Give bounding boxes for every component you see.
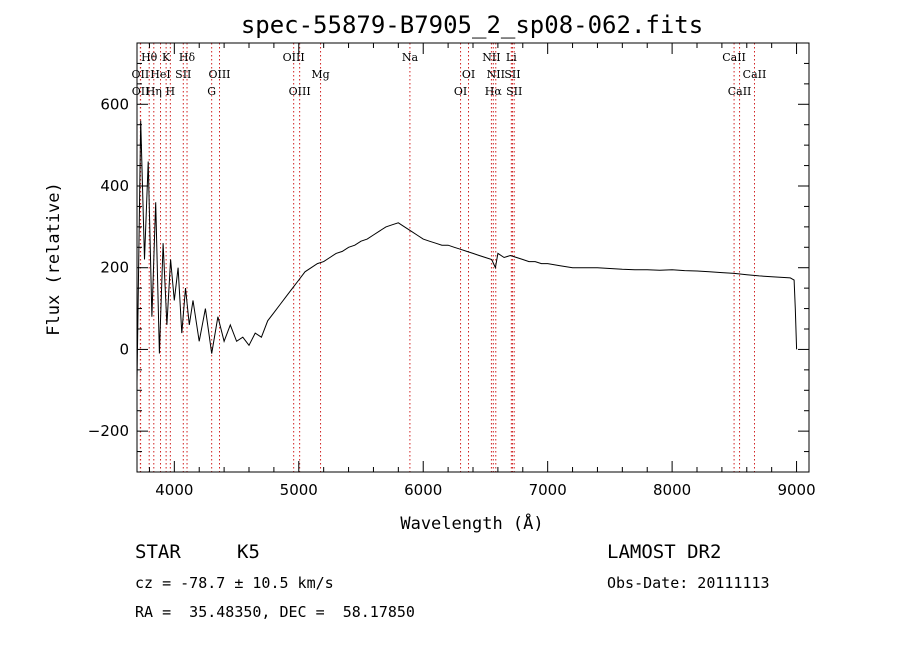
emission-line-label: Na <box>402 51 419 64</box>
emission-line-label: SII <box>506 85 522 98</box>
emission-line-label: Mg <box>311 68 329 81</box>
survey-name: LAMOST DR2 <box>607 541 722 563</box>
emission-line-label: G <box>207 85 216 98</box>
emission-line-label: OI <box>454 85 467 98</box>
y-tick-label: 600 <box>100 95 129 113</box>
emission-line-label: CaII <box>722 51 746 64</box>
emission-line-label: OII <box>132 68 150 81</box>
chart-title: spec-55879-B7905_2_sp08-062.fits <box>241 11 703 39</box>
x-tick-label: 8000 <box>653 481 691 499</box>
coordinates-text: RA = 35.48350, DEC = 58.17850 <box>135 603 415 621</box>
y-tick-label: −200 <box>88 422 129 440</box>
emission-line-label: CaII <box>743 68 767 81</box>
x-tick-label: 5000 <box>280 481 318 499</box>
emission-line-label: HeI <box>150 68 170 81</box>
emission-line-label: Hθ <box>141 51 158 64</box>
emission-line-label: Li <box>506 51 517 64</box>
emission-line-label: OII <box>132 85 150 98</box>
y-tick-label: 200 <box>100 259 129 277</box>
emission-line-label: SII <box>504 68 520 81</box>
emission-line-markers <box>139 43 755 472</box>
x-tick-label: 6000 <box>404 481 442 499</box>
y-tick-label: 0 <box>119 340 129 358</box>
emission-line-label: NII <box>487 68 505 81</box>
emission-line-label: CaII <box>728 85 752 98</box>
emission-line-label: H <box>166 85 176 98</box>
y-axis-label: Flux (relative) <box>44 182 64 336</box>
emission-line-label: OIII <box>208 68 230 81</box>
emission-line-label: NII <box>482 51 500 64</box>
redshift-text: cz = -78.7 ± 10.5 km/s <box>135 574 334 592</box>
object-class: STAR <box>135 541 181 563</box>
emission-line-label: Hα <box>485 85 503 98</box>
obs-date-text: Obs-Date: 20111113 <box>607 574 770 592</box>
axis-ticks <box>137 43 809 473</box>
x-tick-label: 7000 <box>529 481 567 499</box>
emission-line-label: Hη <box>146 85 162 98</box>
emission-line-label: OI <box>462 68 475 81</box>
object-subclass: K5 <box>237 541 260 563</box>
plot-frame <box>136 42 810 473</box>
emission-line-label: SII <box>175 68 191 81</box>
axis-tick-labels: 4000 5000 6000 7000 8000 9000 −200 0 200 400 600 <box>88 95 816 499</box>
emission-line-label: K <box>162 51 171 64</box>
x-axis-label: Wavelength (Å) <box>400 512 543 534</box>
y-tick-label: 400 <box>100 177 129 195</box>
emission-line-label: OIII <box>283 51 305 64</box>
spectrum-line <box>136 120 798 383</box>
x-tick-label: 4000 <box>155 481 193 499</box>
x-tick-label: 9000 <box>777 481 815 499</box>
emission-line-label: OIII <box>289 85 311 98</box>
emission-line-label: Hδ <box>179 51 196 64</box>
